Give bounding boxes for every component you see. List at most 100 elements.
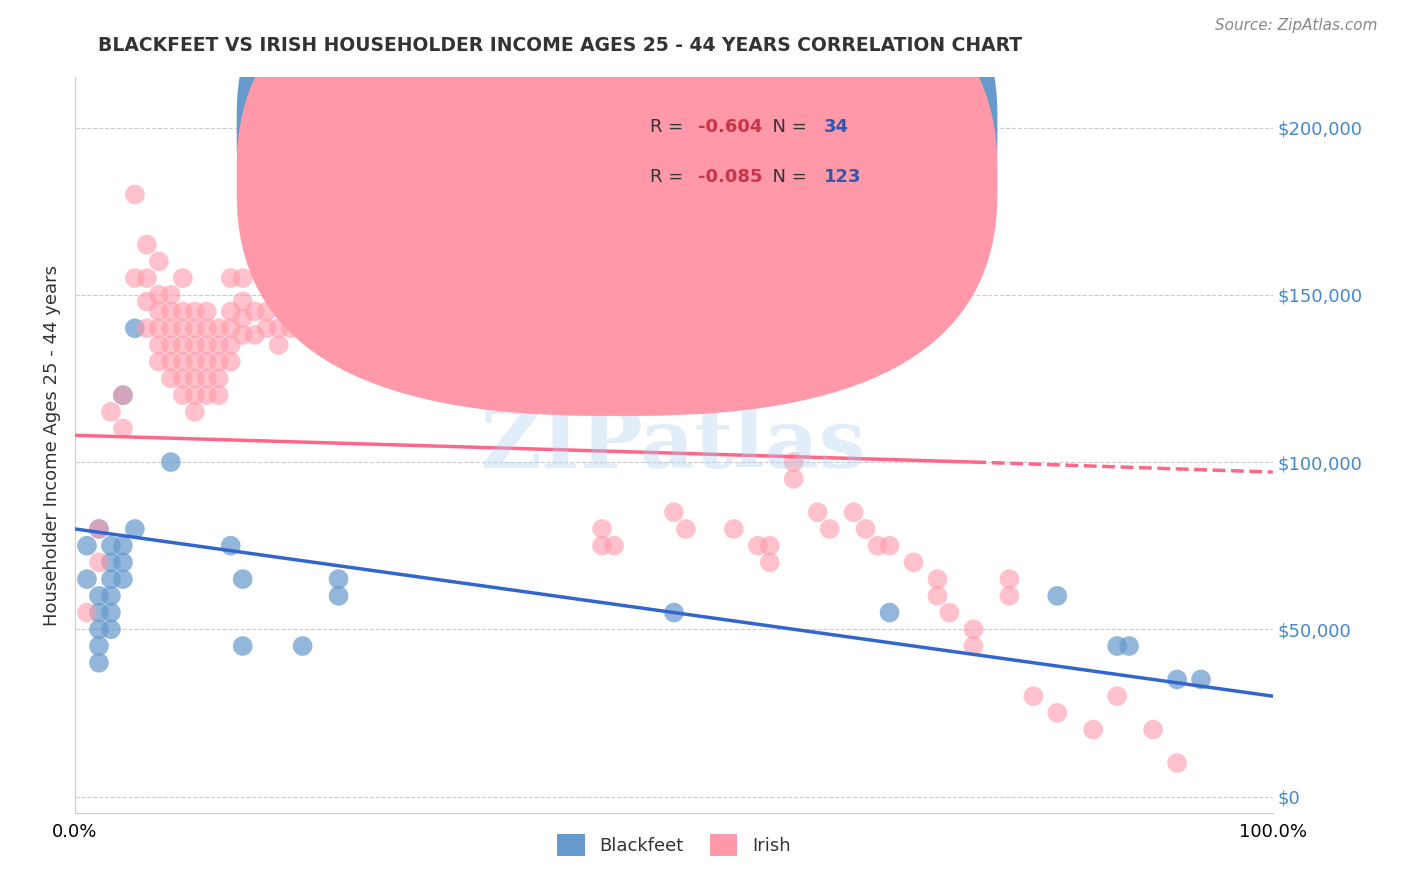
Point xyxy=(195,355,218,369)
Point xyxy=(328,572,350,586)
Point xyxy=(208,321,231,335)
Point xyxy=(1166,673,1188,687)
Point xyxy=(160,371,183,385)
Point xyxy=(758,539,780,553)
Text: ZIPatlas: ZIPatlas xyxy=(481,405,866,485)
Point xyxy=(1142,723,1164,737)
Point xyxy=(387,304,409,318)
Point xyxy=(195,338,218,352)
Point xyxy=(903,555,925,569)
Point xyxy=(280,304,302,318)
Point xyxy=(184,355,207,369)
Point xyxy=(124,271,146,285)
Point xyxy=(783,455,806,469)
Point xyxy=(747,539,769,553)
Point xyxy=(219,539,242,553)
Point xyxy=(232,328,254,343)
Point xyxy=(100,622,122,636)
Point xyxy=(87,639,110,653)
Point xyxy=(304,321,326,335)
Point xyxy=(758,555,780,569)
Point xyxy=(304,304,326,318)
FancyBboxPatch shape xyxy=(236,0,997,416)
Point xyxy=(195,371,218,385)
Point xyxy=(232,311,254,326)
Point xyxy=(87,622,110,636)
Point xyxy=(662,505,685,519)
Point xyxy=(723,522,745,536)
Point xyxy=(1022,689,1045,703)
Point xyxy=(423,271,446,285)
Text: -0.604: -0.604 xyxy=(697,119,762,136)
Point xyxy=(232,271,254,285)
Point xyxy=(111,572,134,586)
Point xyxy=(87,656,110,670)
Point xyxy=(160,288,183,302)
Point xyxy=(962,639,984,653)
Point xyxy=(87,555,110,569)
Text: BLACKFEET VS IRISH HOUSEHOLDER INCOME AGES 25 - 44 YEARS CORRELATION CHART: BLACKFEET VS IRISH HOUSEHOLDER INCOME AG… xyxy=(98,36,1022,54)
Point xyxy=(160,321,183,335)
Point xyxy=(219,338,242,352)
Point xyxy=(87,522,110,536)
Point xyxy=(842,505,865,519)
Point xyxy=(172,304,194,318)
Point xyxy=(195,304,218,318)
Point xyxy=(232,639,254,653)
Point xyxy=(243,328,266,343)
Point xyxy=(291,639,314,653)
Text: N =: N = xyxy=(762,119,813,136)
Point xyxy=(100,572,122,586)
Point xyxy=(352,338,374,352)
Point xyxy=(662,606,685,620)
Point xyxy=(1046,589,1069,603)
Point xyxy=(879,606,901,620)
Point xyxy=(172,321,194,335)
Point xyxy=(219,355,242,369)
Point xyxy=(363,294,385,309)
Legend: Blackfeet, Irish: Blackfeet, Irish xyxy=(550,827,797,863)
Point xyxy=(208,355,231,369)
Point xyxy=(124,187,146,202)
Point xyxy=(172,371,194,385)
Y-axis label: Householder Income Ages 25 - 44 years: Householder Income Ages 25 - 44 years xyxy=(44,265,60,626)
Point xyxy=(962,622,984,636)
Point xyxy=(879,539,901,553)
Point xyxy=(567,321,589,335)
Point xyxy=(195,321,218,335)
Point xyxy=(100,555,122,569)
Text: R =: R = xyxy=(650,168,689,186)
Point xyxy=(291,311,314,326)
Point xyxy=(172,338,194,352)
Text: Source: ZipAtlas.com: Source: ZipAtlas.com xyxy=(1215,18,1378,33)
Point xyxy=(232,572,254,586)
Point xyxy=(291,294,314,309)
Point xyxy=(184,405,207,419)
Point xyxy=(87,606,110,620)
Point xyxy=(699,388,721,402)
Point xyxy=(184,304,207,318)
Point xyxy=(1189,673,1212,687)
Point xyxy=(111,388,134,402)
Point xyxy=(232,294,254,309)
Point xyxy=(280,321,302,335)
Point xyxy=(208,388,231,402)
Point xyxy=(100,589,122,603)
Point xyxy=(172,388,194,402)
Point xyxy=(591,522,613,536)
Point xyxy=(243,304,266,318)
Point xyxy=(267,321,290,335)
Point xyxy=(100,405,122,419)
Point xyxy=(460,304,482,318)
Point xyxy=(184,321,207,335)
Point xyxy=(76,572,98,586)
Point xyxy=(927,589,949,603)
Point xyxy=(76,606,98,620)
Point xyxy=(111,539,134,553)
Point xyxy=(219,271,242,285)
Point xyxy=(135,321,157,335)
Text: -0.085: -0.085 xyxy=(697,168,762,186)
Point xyxy=(219,304,242,318)
Point xyxy=(375,304,398,318)
Point xyxy=(484,271,506,285)
